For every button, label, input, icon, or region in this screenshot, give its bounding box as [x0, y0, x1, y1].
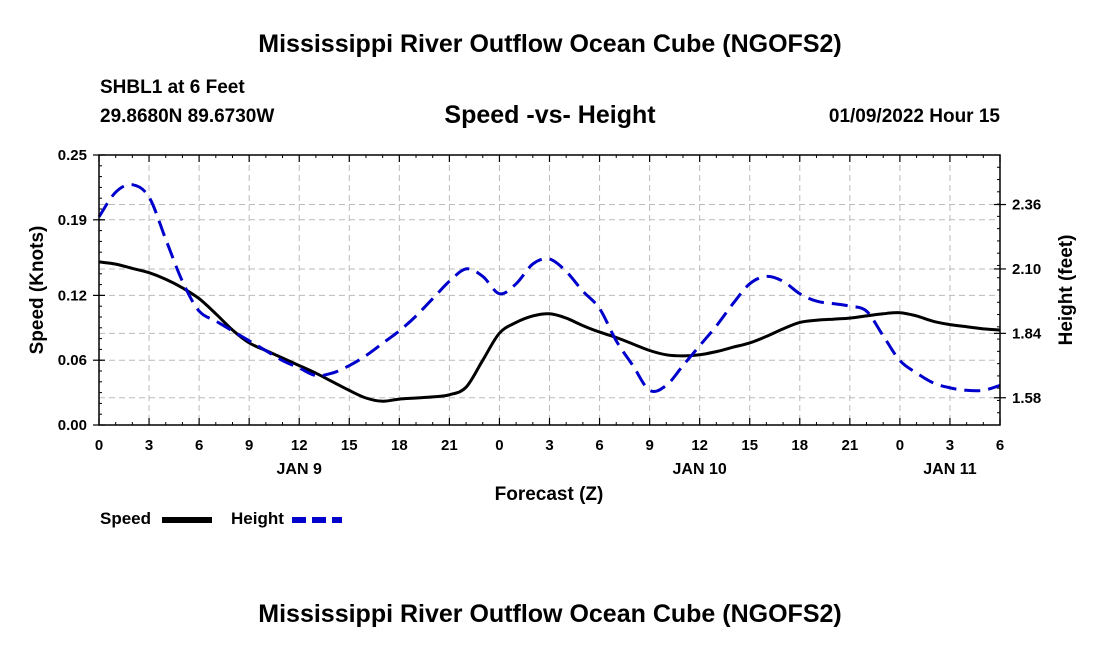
grid-lines — [99, 155, 1000, 425]
day-label: JAN 11 — [923, 461, 976, 478]
x-tick-label: 0 — [95, 437, 103, 454]
day-label: JAN 10 — [673, 461, 727, 478]
x-tick-label: 6 — [195, 437, 203, 454]
y-tick-label: 0.06 — [58, 352, 87, 369]
x-tick-label: 21 — [841, 437, 858, 454]
main-title: Mississippi River Outflow Ocean Cube (NG… — [258, 30, 842, 58]
x-tick-label: 6 — [996, 437, 1004, 454]
x-tick-label: 3 — [946, 437, 954, 454]
date-label: 01/09/2022 Hour 15 — [828, 106, 1000, 127]
x-tick-label: 9 — [645, 437, 653, 454]
x-tick-label: 3 — [545, 437, 553, 454]
y2-tick-label: 2.36 — [1012, 197, 1041, 214]
x-tick-label: 18 — [791, 437, 808, 454]
station-label: SHBL1 at 6 Feet — [100, 77, 245, 98]
y-tick-label: 0.19 — [58, 212, 87, 229]
axis-ticks — [93, 154, 1006, 426]
day-label: JAN 9 — [277, 461, 322, 478]
x-tick-label: 15 — [741, 437, 758, 454]
axis-labels: 0 3 6 9 12 15 18 21 0 3 6 9 12 15 18 21 0 3 6 JAN 9 JAN 10 JA… — [58, 147, 1042, 478]
y2-tick-label: 1.84 — [1012, 325, 1042, 342]
legend-speed-label: Speed — [100, 509, 152, 528]
footer-title: Mississippi River Outflow Ocean Cube (NG… — [258, 600, 842, 628]
chart-title: Speed -vs- Height — [444, 101, 656, 129]
legend-height-label: Height — [231, 509, 284, 528]
x-tick-label: 21 — [441, 437, 458, 454]
x-tick-label: 0 — [495, 437, 503, 454]
x-tick-label: 12 — [691, 437, 708, 454]
coordinates-label: 29.8680N 89.6730W — [100, 106, 275, 127]
y2-tick-label: 1.58 — [1012, 390, 1041, 407]
x-tick-label: 18 — [391, 437, 408, 454]
y2-axis-label: Height (feet) — [1056, 235, 1077, 346]
y-tick-label: 0.12 — [58, 287, 87, 304]
y-tick-label: 0.25 — [58, 147, 87, 164]
y-tick-label: 0.00 — [58, 417, 87, 434]
x-tick-label: 9 — [245, 437, 253, 454]
x-axis-label: Forecast (Z) — [495, 484, 604, 505]
speed-series-line — [98, 260, 1001, 403]
x-tick-label: 12 — [291, 437, 308, 454]
y-axis-label: Speed (Knots) — [27, 226, 48, 355]
series-lines — [97, 183, 1001, 403]
x-tick-label: 0 — [896, 437, 904, 454]
height-series-line — [97, 183, 1001, 393]
x-tick-label: 15 — [341, 437, 358, 454]
y2-tick-label: 2.10 — [1012, 261, 1041, 278]
x-tick-label: 3 — [145, 437, 153, 454]
x-tick-label: 6 — [595, 437, 603, 454]
